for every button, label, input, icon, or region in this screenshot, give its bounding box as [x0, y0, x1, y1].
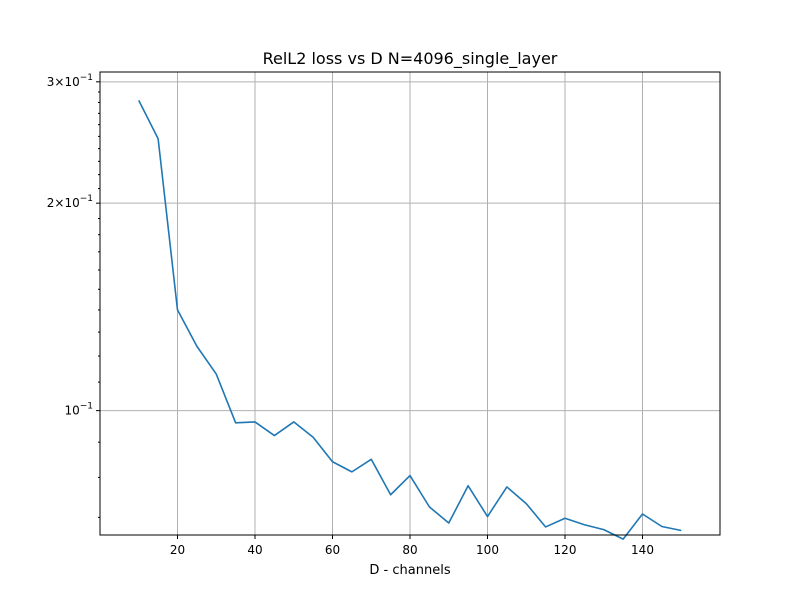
y-tick-base: 2×10 — [47, 196, 80, 210]
x-tick-label: 40 — [247, 543, 262, 557]
y-tick-exponent: −1 — [80, 194, 93, 204]
x-tick-label: 20 — [170, 543, 185, 557]
y-tick-exponent: −1 — [80, 73, 93, 83]
y-tick-base: 10 — [64, 404, 79, 418]
y-tick-exponent: −1 — [80, 402, 93, 412]
series-layer — [138, 99, 682, 540]
x-tick-label: 100 — [476, 543, 499, 557]
grid-layer — [100, 72, 720, 535]
x-axis-label: D - channels — [369, 563, 450, 578]
chart-title: RelL2 loss vs D N=4096_single_layer — [263, 49, 558, 69]
series-line — [138, 99, 682, 540]
x-tick-label: 60 — [325, 543, 340, 557]
x-tick-label: 140 — [631, 543, 654, 557]
y-tick-base: 3×10 — [47, 75, 80, 89]
y-tick-label: 2×10−1 — [47, 194, 93, 210]
y-tick-label: 10−1 — [64, 402, 93, 418]
plot-frame — [99, 71, 721, 536]
x-tick-label: 80 — [402, 543, 417, 557]
y-tick-label: 3×10−1 — [47, 73, 93, 89]
x-tick-label: 120 — [554, 543, 577, 557]
